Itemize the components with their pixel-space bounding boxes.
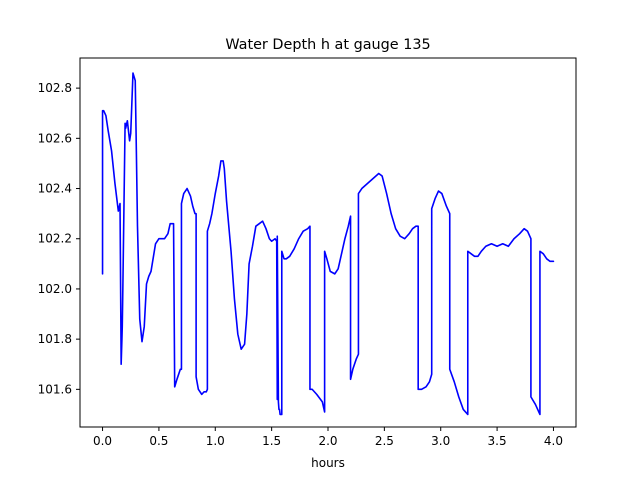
y-tick-label: 102.0: [38, 282, 72, 296]
x-tick-label: 2.5: [375, 434, 394, 448]
x-tick-label: 0.0: [93, 434, 112, 448]
y-tick-label: 102.6: [38, 131, 72, 145]
x-tick-label: 4.0: [544, 434, 563, 448]
y-tick-label: 102.4: [38, 182, 72, 196]
plot-area: [101, 72, 555, 416]
y-tick-label: 102.2: [38, 232, 72, 246]
y-tick-label: 101.8: [38, 332, 72, 346]
y-tick-label: 101.6: [38, 382, 72, 396]
x-tick-label: 1.0: [206, 434, 225, 448]
x-axis: 0.0 0.5 1.0 1.5 2.0 2.5 3.0 3.5 4.0: [93, 427, 563, 448]
y-tick-label: 102.8: [38, 81, 72, 95]
chart-title: Water Depth h at gauge 135: [225, 37, 430, 53]
x-tick-label: 3.0: [431, 434, 450, 448]
y-axis: 101.6 101.8 102.0 102.2 102.4 102.6 102.8: [38, 81, 80, 396]
x-tick-label: 3.5: [488, 434, 507, 448]
x-tick-label: 1.5: [262, 434, 281, 448]
series-line: [101, 72, 555, 416]
x-axis-label: hours: [311, 456, 345, 470]
x-tick-label: 2.0: [318, 434, 337, 448]
x-tick-label: 0.5: [149, 434, 168, 448]
